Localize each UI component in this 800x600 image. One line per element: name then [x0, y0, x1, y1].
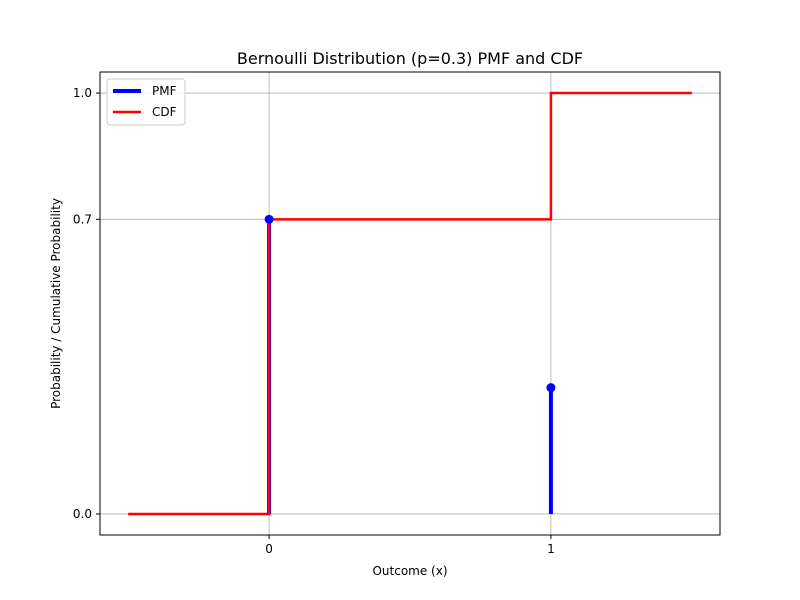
plot-data — [128, 91, 692, 516]
grid — [100, 72, 720, 535]
legend-label-cdf: CDF — [152, 105, 177, 119]
x-axis-label: Outcome (x) — [372, 564, 447, 578]
pmf-point — [546, 383, 556, 393]
pmf-point — [264, 214, 274, 224]
plot-frame — [99, 71, 721, 536]
y-axis-label: Probability / Cumulative Probability — [49, 198, 63, 409]
x-tick-label: 1 — [547, 542, 555, 556]
legend: PMF CDF — [106, 78, 186, 126]
y-tick-label: 0.0 — [73, 507, 92, 521]
chart-title: Bernoulli Distribution (p=0.3) PMF and C… — [237, 49, 583, 68]
y-tick-label: 1.0 — [73, 86, 92, 100]
y-tick-label: 0.7 — [73, 212, 92, 226]
legend-label-pmf: PMF — [152, 84, 177, 98]
ticks: 0 1 0.0 0.7 1.0 — [73, 86, 555, 556]
x-tick-label: 0 — [265, 542, 273, 556]
cdf-line — [128, 91, 692, 516]
